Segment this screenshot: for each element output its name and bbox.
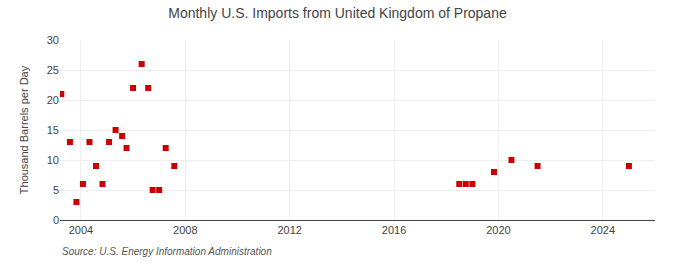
svg-text:Monthly U.S. Imports from Unit: Monthly U.S. Imports from United Kingdom… bbox=[168, 5, 507, 21]
svg-text:2020: 2020 bbox=[486, 224, 510, 236]
svg-text:30: 30 bbox=[47, 34, 59, 46]
svg-text:0: 0 bbox=[53, 214, 59, 226]
svg-text:10: 10 bbox=[47, 154, 59, 166]
svg-text:20: 20 bbox=[47, 94, 59, 106]
svg-text:2016: 2016 bbox=[382, 224, 406, 236]
svg-text:15: 15 bbox=[47, 124, 59, 136]
svg-text:Source: U.S. Energy Informatio: Source: U.S. Energy Information Administ… bbox=[62, 246, 272, 257]
svg-text:2008: 2008 bbox=[173, 224, 197, 236]
svg-text:2004: 2004 bbox=[69, 224, 93, 236]
svg-text:2024: 2024 bbox=[591, 224, 615, 236]
svg-text:25: 25 bbox=[47, 64, 59, 76]
svg-text:2012: 2012 bbox=[277, 224, 301, 236]
svg-text:5: 5 bbox=[53, 184, 59, 196]
svg-text:Thousand Barrels per Day: Thousand Barrels per Day bbox=[18, 65, 30, 194]
